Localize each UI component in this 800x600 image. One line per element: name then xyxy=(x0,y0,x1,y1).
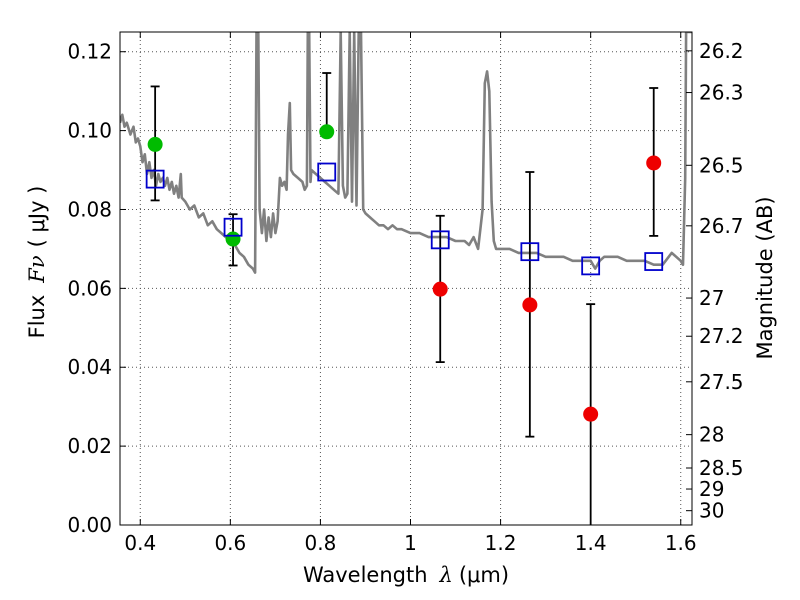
x-tick-label: 1.4 xyxy=(575,531,607,555)
observed-point xyxy=(147,136,163,152)
x-axis-label-units: (μm) xyxy=(459,563,509,587)
mag-tick-label: 26.3 xyxy=(699,81,744,105)
grid xyxy=(120,32,692,525)
model-point xyxy=(145,169,165,189)
mag-tick-label: 26.5 xyxy=(699,153,744,177)
mag-tick-label: 26.7 xyxy=(699,214,744,238)
y-axis-label-symbol: Fν xyxy=(25,255,49,284)
y-tick-label: 0.04 xyxy=(67,355,112,379)
model-point xyxy=(644,252,664,271)
observed-point xyxy=(522,297,538,313)
error-bars-layer xyxy=(150,72,659,525)
y-axis-label: Flux Fν ( μJy ) xyxy=(25,186,49,339)
y-axis-label-units: ( μJy ) xyxy=(25,186,49,248)
model-points-layer xyxy=(145,162,664,276)
x-axis-label-symbol: λ xyxy=(439,563,453,587)
y-axis-ticks: 0.00 0.02 0.04 0.06 0.08 0.10 0.12 xyxy=(67,40,126,537)
model-point xyxy=(581,256,601,276)
magnitude-axis-label: Magnitude (AB) xyxy=(753,196,777,359)
observed-points-layer xyxy=(147,124,662,422)
sed-model-layer xyxy=(120,32,692,274)
x-tick-label: 1 xyxy=(404,531,417,555)
mag-tick-label: 28 xyxy=(699,423,724,447)
y-tick-label: 0.00 xyxy=(67,513,112,537)
observed-point xyxy=(583,406,599,422)
model-point xyxy=(223,217,243,237)
x-tick-label: 1.6 xyxy=(665,531,697,555)
mag-tick-label: 27 xyxy=(699,286,724,310)
plot-frame xyxy=(119,31,693,526)
mag-tick-label: 28.5 xyxy=(699,456,744,480)
x-tick-label: 0.8 xyxy=(305,531,337,555)
model-point xyxy=(317,162,337,182)
y-tick-label: 0.06 xyxy=(67,276,112,300)
x-axis-ticks: 0.4 0.6 0.8 1 1.2 1.4 1.6 xyxy=(124,32,697,555)
y-tick-label: 0.08 xyxy=(67,197,112,221)
x-tick-label: 0.4 xyxy=(124,531,156,555)
model-point xyxy=(430,230,450,250)
y-axis-label-prefix: Flux xyxy=(25,295,49,339)
y-tick-label: 0.02 xyxy=(67,434,112,458)
observed-point xyxy=(319,124,335,140)
mag-tick-label: 30 xyxy=(699,499,724,523)
sed-model-line xyxy=(120,32,692,274)
x-axis-label-prefix: Wavelength xyxy=(303,563,428,587)
y-tick-label: 0.10 xyxy=(67,119,112,143)
x-tick-label: 0.6 xyxy=(214,531,246,555)
observed-point xyxy=(225,231,241,247)
mag-tick-label: 26.2 xyxy=(699,39,744,63)
observed-point xyxy=(432,281,448,297)
mag-tick-label: 29 xyxy=(699,477,724,501)
observed-point xyxy=(646,155,662,171)
mag-tick-label: 27.2 xyxy=(699,324,744,348)
model-point xyxy=(520,242,540,262)
x-tick-label: 1.2 xyxy=(485,531,517,555)
x-axis-label: Wavelength λ (μm) xyxy=(303,563,509,587)
mag-tick-label: 27.5 xyxy=(699,370,744,394)
y-tick-label: 0.12 xyxy=(67,40,112,64)
